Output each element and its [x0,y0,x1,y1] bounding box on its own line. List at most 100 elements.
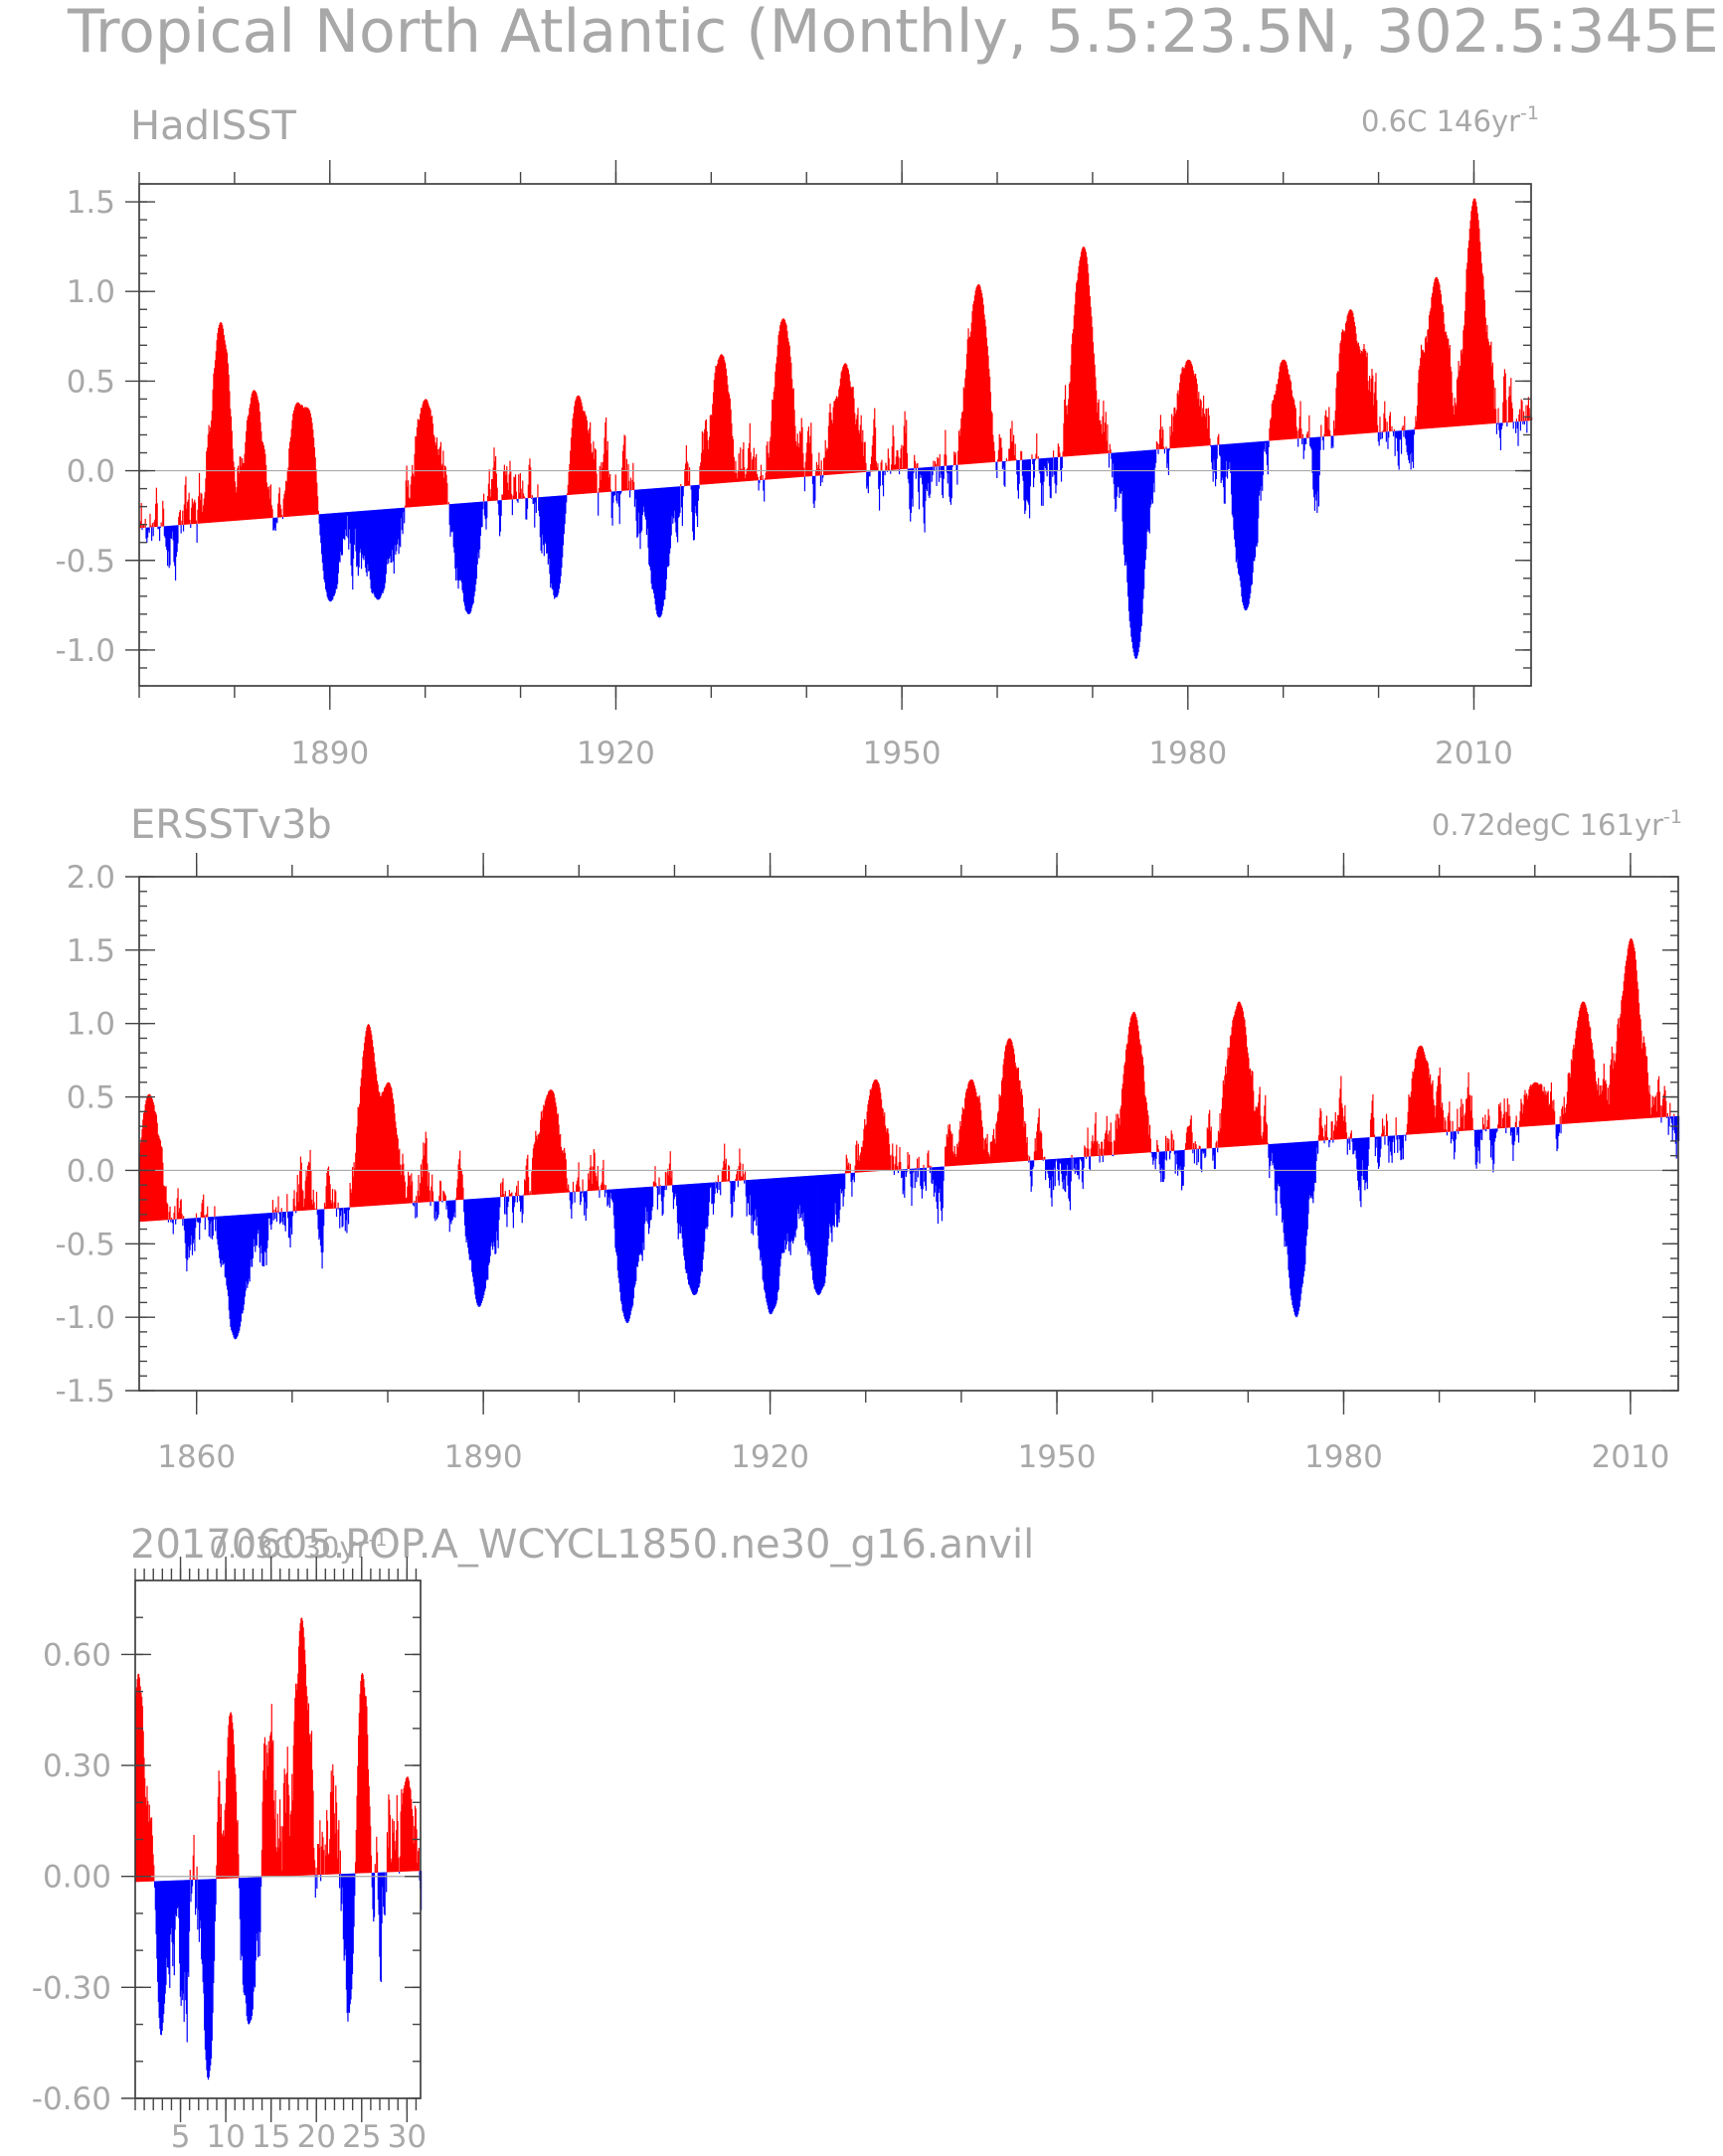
negative-anomaly-bar [834,1174,836,1204]
negative-anomaly-bar [1043,458,1045,482]
positive-anomaly-bar [1441,1107,1443,1133]
negative-anomaly-bar [1154,1151,1156,1170]
negative-anomaly-bar [1077,1157,1079,1176]
positive-anomaly-bar [550,1089,552,1194]
positive-anomaly-bar [186,502,189,525]
negative-anomaly-bar [547,496,549,565]
positive-anomaly-bar [1566,1091,1569,1124]
positive-anomaly-bar [727,385,729,483]
positive-anomaly-bar [901,444,903,470]
negative-anomaly-bar [1398,430,1400,470]
positive-anomaly-bar [302,407,304,516]
positive-anomaly-bar [540,1119,542,1195]
negative-anomaly-bar [336,512,338,589]
positive-anomaly-bar [326,1820,329,1875]
positive-anomaly-bar [804,461,806,477]
positive-anomaly-bar [1118,1117,1120,1155]
negative-anomaly-bar [339,1874,341,1889]
positive-anomaly-bar [856,415,858,473]
negative-anomaly-bar [1492,1128,1494,1173]
positive-anomaly-bar [144,1103,146,1222]
negative-anomaly-bar [1412,429,1414,462]
negative-anomaly-bar [153,1881,156,1888]
positive-anomaly-bar [1173,408,1175,448]
negative-anomaly-bar [1082,1156,1084,1190]
positive-anomaly-bar [1299,401,1301,439]
positive-anomaly-bar [880,1099,883,1171]
negative-anomaly-bar [1403,1134,1405,1136]
positive-anomaly-bar [522,480,524,499]
positive-anomaly-bar [1013,455,1015,461]
positive-anomaly-bar [179,510,181,526]
positive-anomaly-bar [856,1159,859,1173]
negative-anomaly-bar [903,1169,905,1191]
negative-anomaly-bar [711,1182,713,1205]
positive-anomaly-bar [880,462,882,471]
negative-anomaly-bar [773,1178,775,1309]
positive-anomaly-bar [756,453,758,481]
positive-anomaly-bar [312,1189,314,1211]
negative-anomaly-bar [918,467,920,493]
positive-anomaly-bar [1142,1065,1144,1153]
positive-anomaly-bar [1525,1092,1528,1127]
negative-anomaly-bar [1032,1160,1035,1167]
positive-anomaly-bar [1072,333,1074,456]
positive-anomaly-bar [1175,410,1178,448]
negative-anomaly-bar [1083,1156,1085,1169]
negative-anomaly-bar [940,466,942,478]
positive-anomaly-bar [742,448,744,482]
negative-anomaly-bar [1280,1143,1282,1204]
positive-anomaly-bar [223,1830,225,1879]
negative-anomaly-bar [1205,1148,1207,1157]
positive-anomaly-bar [1294,408,1296,439]
positive-anomaly-bar [267,1741,269,1878]
positive-anomaly-bar [950,1134,952,1167]
negative-anomaly-bar [505,1196,507,1215]
negative-anomaly-bar [319,1209,321,1238]
positive-anomaly-bar [554,1097,556,1194]
negative-anomaly-bar [1089,1156,1092,1170]
negative-anomaly-bar [1676,1115,1678,1141]
negative-anomaly-bar [1114,452,1116,499]
positive-anomaly-bar [503,1194,505,1197]
negative-anomaly-bar [584,1191,586,1216]
positive-anomaly-bar [999,437,1001,462]
positive-anomaly-bar [358,1713,360,1874]
positive-anomaly-bar [297,402,299,516]
positive-anomaly-bar [1097,1154,1100,1156]
negative-anomaly-bar [347,512,349,539]
negative-anomaly-bar [172,1880,175,1945]
negative-anomaly-bar [458,503,460,581]
negative-anomaly-bar [180,525,182,534]
positive-anomaly-bar [855,1144,857,1173]
positive-anomaly-bar [1090,306,1092,455]
positive-anomaly-bar [277,1196,279,1213]
negative-anomaly-bar [1476,1129,1478,1163]
negative-anomaly-bar [708,1182,710,1216]
positive-anomaly-bar [1590,1027,1592,1122]
positive-anomaly-bar [869,1089,871,1172]
negative-anomaly-bar [1177,1150,1179,1176]
positive-anomaly-bar [1347,313,1349,435]
positive-anomaly-bar [1285,361,1287,440]
positive-anomaly-bar [178,512,181,526]
positive-anomaly-bar [1333,1130,1335,1140]
positive-anomaly-bar [895,456,897,470]
negative-anomaly-bar [692,1183,695,1295]
positive-anomaly-bar [420,1183,422,1203]
negative-anomaly-bar [1214,444,1217,487]
negative-anomaly-bar [684,1184,687,1270]
negative-anomaly-bar [534,497,536,528]
positive-anomaly-bar [548,1091,550,1194]
negative-anomaly-bar [1225,443,1227,477]
positive-anomaly-bar [1218,1132,1220,1148]
negative-anomaly-bar [696,1183,699,1292]
positive-anomaly-bar [1551,1100,1553,1125]
positive-anomaly-bar [396,1127,398,1205]
positive-anomaly-bar [585,414,587,494]
positive-anomaly-bar [598,1186,600,1191]
positive-anomaly-bar [1578,1017,1580,1123]
positive-anomaly-bar [292,1198,294,1212]
positive-anomaly-bar [557,1113,559,1194]
negative-anomaly-bar [804,1176,806,1241]
